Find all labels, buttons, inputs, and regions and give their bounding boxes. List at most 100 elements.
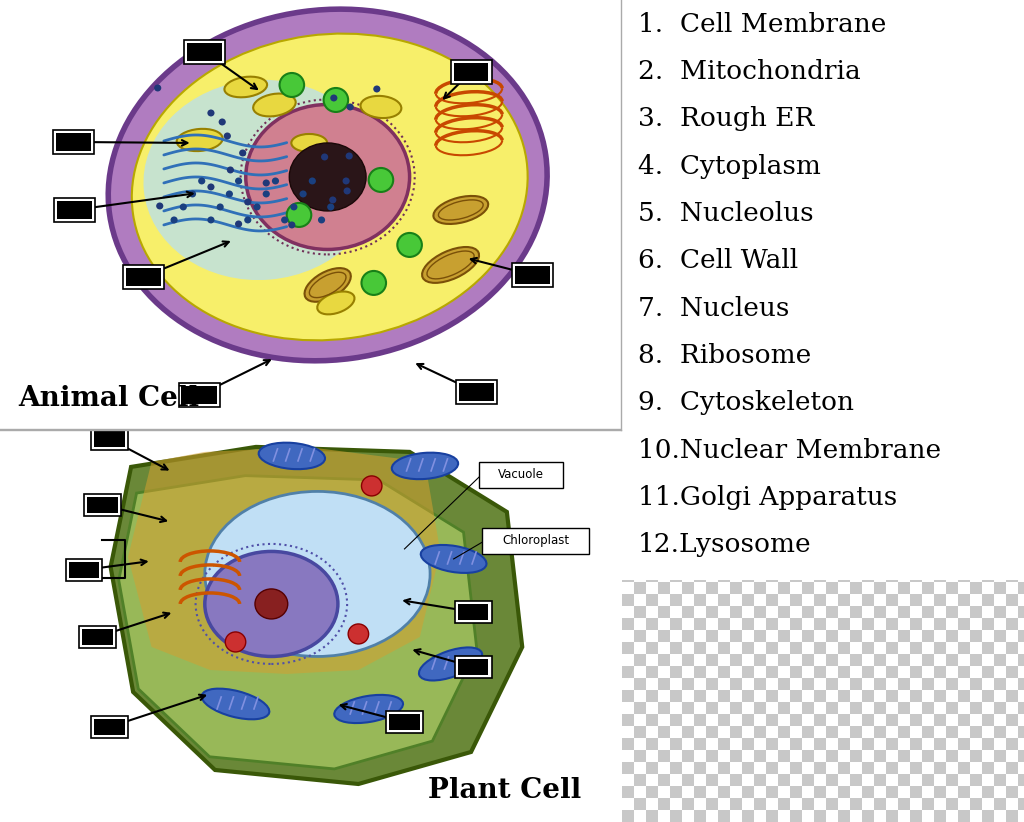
Bar <box>838 642 850 653</box>
Bar <box>850 702 862 713</box>
Bar <box>1018 630 1024 642</box>
Bar <box>1006 690 1018 702</box>
Bar <box>873 570 886 581</box>
Bar <box>718 630 730 642</box>
Bar <box>946 617 957 630</box>
Bar <box>1006 738 1018 750</box>
Bar <box>873 593 886 606</box>
Bar <box>1006 653 1018 666</box>
Bar <box>802 810 814 822</box>
Bar <box>850 786 862 798</box>
Bar <box>754 677 766 690</box>
Bar <box>645 774 657 786</box>
Bar <box>994 617 1006 630</box>
Bar <box>778 798 790 810</box>
Bar <box>754 774 766 786</box>
Bar <box>994 690 1006 702</box>
Bar <box>982 774 994 786</box>
Bar <box>766 593 778 606</box>
Ellipse shape <box>392 453 458 479</box>
Bar <box>802 666 814 677</box>
Bar <box>693 702 706 713</box>
Bar <box>862 810 873 822</box>
Bar <box>922 630 934 642</box>
Bar <box>970 593 982 606</box>
Ellipse shape <box>225 191 233 197</box>
Bar <box>657 726 670 738</box>
Ellipse shape <box>109 9 547 361</box>
Bar <box>814 557 825 570</box>
Bar <box>622 702 634 713</box>
Bar <box>946 750 957 762</box>
Bar <box>873 581 886 593</box>
Ellipse shape <box>280 73 304 97</box>
Bar <box>657 750 670 762</box>
Ellipse shape <box>244 216 252 224</box>
Bar <box>1006 786 1018 798</box>
Bar <box>730 557 741 570</box>
Bar <box>934 606 946 617</box>
Bar <box>994 713 1006 726</box>
Bar <box>898 581 910 593</box>
Bar <box>957 702 970 713</box>
Bar <box>910 630 922 642</box>
Bar <box>946 713 957 726</box>
Bar <box>814 750 825 762</box>
Ellipse shape <box>180 204 186 210</box>
Bar <box>838 786 850 798</box>
Text: Vacuole: Vacuole <box>499 469 544 482</box>
Bar <box>670 762 682 774</box>
Bar <box>622 677 634 690</box>
Bar <box>730 702 741 713</box>
Bar <box>802 713 814 726</box>
Bar <box>850 810 862 822</box>
Bar <box>910 666 922 677</box>
Bar <box>910 798 922 810</box>
Bar <box>645 617 657 630</box>
Bar <box>994 810 1006 822</box>
FancyBboxPatch shape <box>458 659 488 675</box>
Ellipse shape <box>373 85 381 93</box>
Bar <box>730 570 741 581</box>
Bar <box>970 786 982 798</box>
Bar <box>718 713 730 726</box>
Text: 12.Lysosome: 12.Lysosome <box>638 532 811 557</box>
Bar <box>634 606 645 617</box>
Bar <box>825 810 838 822</box>
Bar <box>645 798 657 810</box>
Bar <box>946 810 957 822</box>
Bar <box>1006 810 1018 822</box>
Bar <box>910 690 922 702</box>
Bar <box>741 606 754 617</box>
Bar <box>1018 593 1024 606</box>
Bar <box>886 738 898 750</box>
Bar <box>730 581 741 593</box>
Bar <box>825 630 838 642</box>
Bar <box>754 786 766 798</box>
FancyBboxPatch shape <box>512 263 553 287</box>
Bar <box>622 750 634 762</box>
Bar <box>838 593 850 606</box>
Bar <box>682 642 693 653</box>
Bar <box>873 702 886 713</box>
Bar <box>957 690 970 702</box>
Bar <box>718 653 730 666</box>
Bar <box>754 606 766 617</box>
Bar <box>946 557 957 570</box>
Bar <box>790 630 802 642</box>
Bar <box>946 677 957 690</box>
Bar <box>1018 642 1024 653</box>
Bar <box>802 750 814 762</box>
Bar <box>982 581 994 593</box>
Bar <box>634 750 645 762</box>
Bar <box>634 630 645 642</box>
Bar <box>693 786 706 798</box>
Bar <box>622 810 634 822</box>
Ellipse shape <box>322 154 328 160</box>
FancyBboxPatch shape <box>455 601 492 623</box>
Bar <box>825 642 838 653</box>
FancyBboxPatch shape <box>622 0 1024 580</box>
Bar <box>790 593 802 606</box>
Bar <box>934 666 946 677</box>
Bar <box>657 653 670 666</box>
